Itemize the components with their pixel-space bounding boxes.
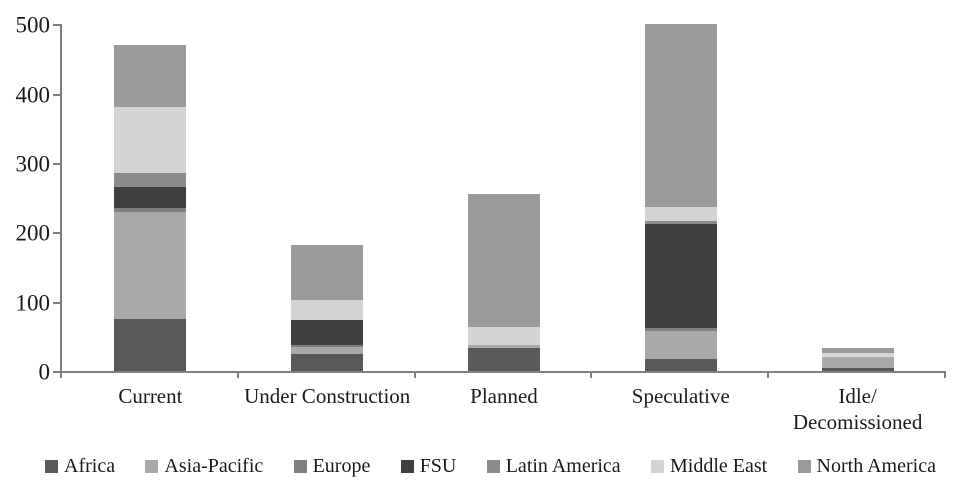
bar-segment-africa-current bbox=[114, 318, 187, 371]
x-axis-tick bbox=[944, 371, 946, 378]
legend-label-north-america: North America bbox=[816, 455, 936, 477]
x-axis-category-label: Planned bbox=[470, 384, 538, 408]
y-axis-tick-label: 200 bbox=[15, 220, 51, 246]
bar-segment-africa-idle-decomissioned bbox=[821, 367, 894, 371]
legend-item-latin-america: Latin America bbox=[486, 455, 621, 477]
legend-label-africa: Africa bbox=[64, 455, 116, 477]
legend-swatch-north-america bbox=[797, 459, 811, 473]
legend-label-europe: Europe bbox=[312, 455, 371, 477]
bar-segment-asia-pacific-planned bbox=[468, 345, 540, 349]
legend-swatch-africa bbox=[45, 459, 58, 473]
bar-segment-europe-current bbox=[114, 208, 187, 212]
bar-segment-middle-east-under-construction bbox=[291, 299, 364, 321]
legend-swatch-latin-america bbox=[486, 459, 500, 473]
legend-item-middle-east: Middle East bbox=[651, 456, 767, 476]
x-axis-category-label: Speculative bbox=[631, 384, 730, 408]
legend-label-latin-america: Latin America bbox=[505, 455, 621, 477]
bar-segment-north-america-speculative bbox=[644, 24, 717, 208]
legend-swatch-europe bbox=[293, 459, 307, 473]
x-axis-tick bbox=[236, 371, 239, 378]
bar-segment-middle-east-speculative bbox=[644, 207, 717, 222]
bar-segment-north-america-current bbox=[114, 45, 187, 107]
bar-segment-fsu-under-construction bbox=[291, 320, 364, 345]
legend-item-africa: Africa bbox=[45, 456, 115, 476]
bar-segment-north-america-idle-decomissioned bbox=[821, 348, 894, 353]
bar-segment-asia-pacific-current bbox=[114, 211, 187, 319]
y-axis-tick bbox=[53, 162, 60, 165]
legend-swatch-asia-pacific bbox=[145, 459, 159, 473]
x-axis-tick bbox=[413, 371, 416, 378]
y-axis-tick-label: 300 bbox=[15, 151, 51, 177]
bar-segment-africa-under-construction bbox=[291, 353, 364, 371]
bar-segment-north-america-planned bbox=[468, 194, 540, 328]
bar-segment-latin-america-current bbox=[114, 172, 187, 188]
x-axis-tick bbox=[60, 371, 62, 378]
legend-item-fsu: FSU bbox=[400, 455, 457, 477]
bar-segment-fsu-speculative bbox=[644, 223, 717, 328]
bar-segment-fsu-current bbox=[114, 187, 187, 209]
legend-item-europe: Europe bbox=[293, 455, 371, 477]
bar-segment-middle-east-planned bbox=[468, 327, 540, 346]
y-axis-tick-label: 0 bbox=[38, 359, 51, 385]
x-axis-line bbox=[60, 371, 946, 373]
x-axis-category-label: Under Construction bbox=[244, 384, 411, 408]
legend-item-asia-pacific: Asia-Pacific bbox=[145, 456, 263, 476]
y-axis-tick-label: 100 bbox=[15, 290, 51, 316]
bar-segment-north-america-under-construction bbox=[291, 244, 364, 300]
bar-segment-europe-speculative bbox=[644, 328, 717, 331]
x-axis-category-label: Current bbox=[118, 384, 183, 408]
y-axis-tick bbox=[53, 232, 60, 235]
y-axis-tick bbox=[53, 301, 60, 304]
legend: Africa Asia-Pacific Europe FSU Latin America… bbox=[45, 451, 936, 481]
legend-label-middle-east: Middle East bbox=[670, 455, 768, 477]
legend-swatch-middle-east bbox=[651, 459, 664, 473]
y-axis-tick-label: 400 bbox=[15, 82, 51, 108]
bar-segment-middle-east-idle-decomissioned bbox=[821, 352, 894, 358]
bar-segment-europe-under-construction bbox=[291, 344, 364, 347]
bar-segment-asia-pacific-idle-decomissioned bbox=[821, 357, 894, 368]
x-axis-tick bbox=[590, 371, 593, 378]
legend-item-north-america: North America bbox=[797, 455, 936, 477]
legend-label-fsu: FSU bbox=[419, 455, 457, 477]
bar-segment-latin-america-speculative bbox=[644, 221, 717, 224]
y-axis-tick bbox=[53, 24, 60, 27]
x-axis-tick bbox=[767, 371, 770, 378]
bar-segment-africa-planned bbox=[468, 348, 540, 371]
x-axis-category-label: Idle/ Decomissioned bbox=[792, 384, 923, 435]
y-axis-tick bbox=[53, 93, 60, 96]
y-axis-tick bbox=[53, 371, 60, 373]
bar-segment-asia-pacific-speculative bbox=[644, 330, 717, 359]
legend-label-asia-pacific: Asia-Pacific bbox=[164, 455, 264, 477]
bar-segment-africa-speculative bbox=[644, 358, 717, 371]
y-axis-tick-label: 500 bbox=[15, 12, 51, 38]
y-axis-line bbox=[60, 24, 62, 373]
legend-swatch-fsu bbox=[400, 459, 414, 473]
bar-segment-middle-east-current bbox=[114, 106, 187, 173]
bar-segment-asia-pacific-under-construction bbox=[291, 346, 364, 354]
